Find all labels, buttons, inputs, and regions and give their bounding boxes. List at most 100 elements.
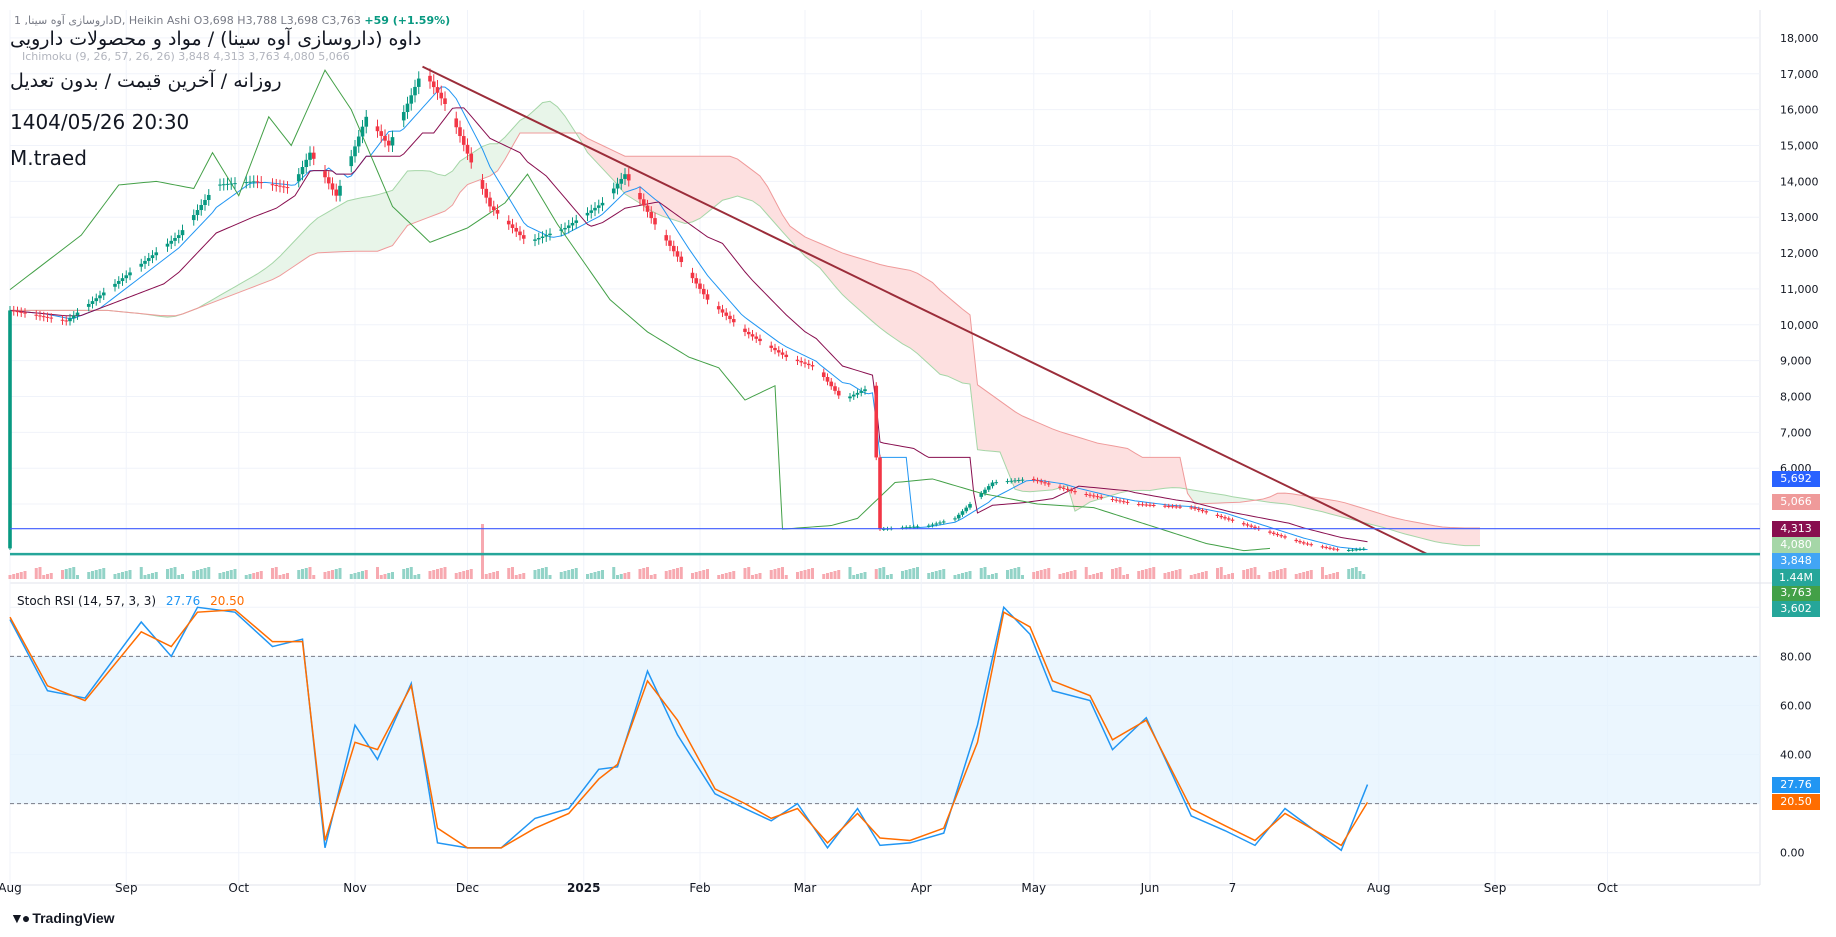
- candle-body: [1099, 496, 1104, 498]
- candle-body: [259, 182, 264, 184]
- cloud-segment: [610, 149, 618, 185]
- cloud-segment: [692, 156, 700, 222]
- candlesticks: [8, 68, 1366, 552]
- volume-bar: [901, 571, 904, 579]
- time-tick-label: Oct: [228, 881, 249, 895]
- volume-bar: [1032, 572, 1036, 579]
- candle-body: [1039, 481, 1044, 483]
- cloud-segment: [1030, 419, 1038, 492]
- candle-body: [1046, 483, 1051, 485]
- volume-bar: [1141, 570, 1144, 579]
- volume-bar: [151, 573, 154, 579]
- time-tick-label: Feb: [689, 881, 710, 895]
- candle-body: [1020, 479, 1025, 481]
- candle-body: [229, 183, 234, 185]
- volume-bar: [117, 573, 121, 579]
- candle-body: [349, 156, 354, 167]
- volume-bar: [432, 570, 436, 579]
- candle-body: [574, 220, 579, 223]
- candle-body: [45, 316, 50, 318]
- volume-bar: [533, 570, 537, 579]
- cloud-segment: [887, 266, 895, 339]
- cloud-segment: [1442, 526, 1450, 544]
- volume-bar: [601, 570, 604, 579]
- candle-body: [203, 199, 207, 206]
- candle-body: [409, 95, 414, 104]
- candle-body: [728, 315, 732, 320]
- candle-body: [510, 224, 515, 228]
- volume-bar: [1163, 573, 1167, 579]
- candle-body: [124, 275, 129, 279]
- volume-bar: [743, 568, 747, 579]
- volume-bar: [203, 568, 207, 579]
- cloud-segment: [1420, 523, 1428, 540]
- volume-bar: [147, 574, 151, 579]
- volume-bar: [349, 574, 353, 579]
- cloud-segment: [1405, 520, 1413, 536]
- candle-body: [281, 186, 286, 188]
- cloud-segment: [497, 137, 505, 171]
- candle-body: [113, 283, 117, 287]
- candle-body: [323, 171, 327, 178]
- cloud-segment: [1232, 496, 1240, 503]
- candle-body: [353, 146, 357, 157]
- candle-body: [1320, 546, 1325, 548]
- cloud-segment: [295, 232, 303, 266]
- volume-bar: [889, 574, 893, 579]
- volume-bar: [199, 569, 203, 579]
- candle-body: [1088, 494, 1092, 496]
- time-tick-label: Nov: [343, 881, 366, 895]
- volume-bar: [492, 572, 496, 579]
- volume-bar: [829, 572, 833, 579]
- cloud-segment: [445, 171, 453, 212]
- volume-bar: [1122, 575, 1126, 579]
- volume-bar: [154, 572, 158, 579]
- volume-bar: [87, 572, 91, 579]
- tradingview-logo[interactable]: ▼● TradingView: [10, 910, 115, 926]
- candle-body: [1136, 504, 1141, 506]
- time-tick-label: Apr: [911, 881, 932, 895]
- candle-body: [810, 365, 815, 367]
- cloud-segment: [745, 164, 753, 201]
- candle-body: [64, 320, 69, 322]
- candle-body: [1271, 532, 1276, 534]
- candle-body: [90, 301, 95, 304]
- cloud-segment: [332, 205, 340, 253]
- volume-bar: [308, 567, 312, 579]
- cloud-segment: [722, 156, 730, 201]
- volume-bar: [968, 571, 972, 579]
- volume-bar: [1347, 569, 1351, 579]
- cloud-segment: [317, 213, 325, 253]
- volume-bar: [1306, 571, 1309, 579]
- candle-body: [776, 350, 781, 353]
- cloud-segment: [1037, 422, 1045, 492]
- candle-body: [559, 229, 564, 231]
- candle-body: [19, 311, 24, 313]
- stoch-value-tag: 20.50: [1772, 794, 1820, 811]
- candle-body: [724, 312, 729, 316]
- volume-bar: [91, 571, 94, 579]
- candle-body: [1223, 517, 1227, 519]
- cloud-segment: [1210, 492, 1218, 504]
- price-tag: 5,066: [1772, 493, 1820, 510]
- ohlc-values: O3,698 H3,788 L3,698 C3,763: [193, 14, 361, 27]
- candle-body: [829, 381, 834, 387]
- candle-body: [1309, 544, 1314, 546]
- candle-body: [881, 528, 886, 530]
- cloud-segment: [1397, 518, 1405, 534]
- candle-body: [1346, 550, 1351, 552]
- volume-bar: [1047, 568, 1051, 579]
- candle-body: [799, 361, 804, 363]
- volume-bar: [1137, 571, 1141, 579]
- volume-bars: [8, 524, 1366, 579]
- cloud-segment: [850, 255, 858, 309]
- volume-bar: [297, 570, 301, 579]
- candle-body: [994, 482, 999, 484]
- volume-bar: [1336, 572, 1339, 579]
- cloud-segment: [1202, 491, 1210, 504]
- volume-bar: [1189, 575, 1193, 579]
- volume-bar: [334, 569, 338, 579]
- volume-bar: [1249, 568, 1253, 579]
- descending-trendline: [422, 65, 1428, 556]
- volume-bar: [376, 567, 379, 579]
